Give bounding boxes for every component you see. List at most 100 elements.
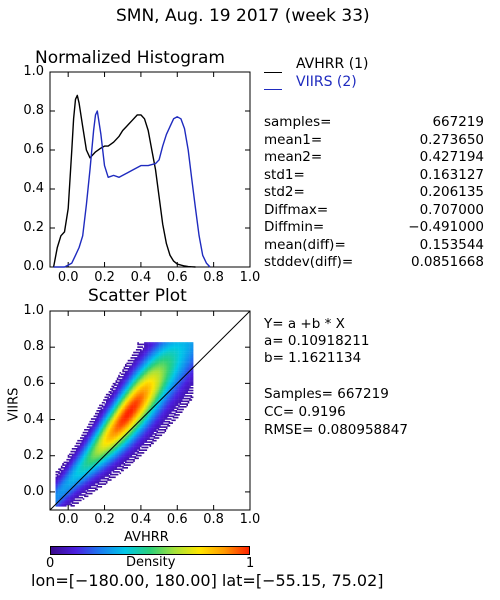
density-cell bbox=[152, 365, 154, 367]
density-cell bbox=[148, 416, 150, 419]
density-cell bbox=[126, 412, 128, 415]
density-cell bbox=[82, 458, 85, 461]
density-cell bbox=[111, 397, 113, 400]
density-cell bbox=[130, 408, 133, 411]
density-cell bbox=[103, 473, 105, 476]
density-cell bbox=[153, 391, 156, 393]
density-cell bbox=[96, 453, 98, 456]
density-cell bbox=[171, 395, 173, 397]
density-cell bbox=[130, 400, 133, 403]
density-cell bbox=[152, 433, 154, 435]
density-cell bbox=[112, 465, 115, 468]
density-cell bbox=[160, 380, 163, 382]
density-cell bbox=[155, 342, 157, 344]
density-cell bbox=[99, 483, 101, 485]
density-cell bbox=[58, 472, 60, 475]
density-cell bbox=[67, 494, 70, 496]
density-cell bbox=[99, 448, 101, 450]
density-cell bbox=[167, 374, 169, 377]
density-cell bbox=[123, 401, 126, 404]
density-cell bbox=[133, 404, 135, 407]
density-cell bbox=[165, 420, 168, 423]
density-cell bbox=[144, 370, 146, 373]
density-cell bbox=[110, 399, 112, 401]
density-cell bbox=[135, 435, 138, 438]
density-cell bbox=[115, 433, 118, 435]
density-cell bbox=[110, 435, 112, 438]
density-cell bbox=[119, 441, 122, 443]
density-cell bbox=[82, 431, 85, 434]
density-cell bbox=[119, 420, 122, 423]
density-cell bbox=[150, 438, 153, 441]
density-cell bbox=[163, 399, 165, 401]
density-cell bbox=[101, 439, 104, 442]
density-cell bbox=[160, 395, 163, 397]
density-cell bbox=[160, 420, 163, 423]
density-cell bbox=[66, 463, 68, 465]
density-cell bbox=[138, 442, 141, 445]
density-cell bbox=[118, 460, 120, 462]
density-cell bbox=[146, 372, 149, 374]
density-cell bbox=[85, 491, 88, 494]
density-cell bbox=[145, 429, 148, 431]
density-cell bbox=[107, 423, 109, 426]
density-cell bbox=[74, 494, 77, 496]
density-cell bbox=[150, 347, 153, 350]
density-cell bbox=[145, 419, 148, 422]
density-cell bbox=[170, 372, 172, 374]
density-cell bbox=[156, 392, 158, 394]
density-cell bbox=[107, 425, 109, 427]
density-cell bbox=[123, 460, 126, 462]
density-cell bbox=[103, 472, 105, 475]
density-cell bbox=[97, 477, 100, 480]
density-cell bbox=[82, 439, 85, 442]
density-cell bbox=[100, 431, 103, 434]
density-cell bbox=[66, 477, 68, 480]
density-cell bbox=[99, 415, 101, 418]
density-cell bbox=[148, 425, 150, 427]
density-cell bbox=[90, 464, 93, 466]
density-cell bbox=[141, 350, 143, 352]
density-cell bbox=[119, 372, 122, 374]
density-cell bbox=[163, 419, 165, 422]
density-cell bbox=[126, 427, 128, 430]
density-cell bbox=[141, 407, 143, 409]
density-cell bbox=[134, 361, 137, 363]
density-cell bbox=[146, 365, 149, 367]
density-cell bbox=[160, 365, 163, 367]
density-cell bbox=[74, 467, 77, 469]
density-cell bbox=[149, 362, 152, 365]
density-cell bbox=[141, 397, 143, 400]
density-cell bbox=[161, 406, 164, 408]
density-cell bbox=[165, 414, 168, 416]
density-cell bbox=[99, 467, 101, 469]
density-cell bbox=[164, 389, 167, 392]
density-cell bbox=[155, 377, 157, 380]
density-cell bbox=[59, 486, 62, 488]
density-cell bbox=[163, 391, 165, 393]
density-cell bbox=[89, 420, 92, 423]
density-cell bbox=[78, 475, 81, 477]
density-cell bbox=[167, 407, 169, 409]
density-cell bbox=[101, 472, 104, 475]
density-cell bbox=[99, 444, 101, 446]
density-cell bbox=[138, 404, 141, 407]
density-cell bbox=[73, 461, 75, 464]
density-cell bbox=[120, 435, 123, 438]
density-cell bbox=[157, 370, 160, 373]
density-cell bbox=[112, 467, 115, 469]
density-cell bbox=[138, 452, 141, 454]
density-cell bbox=[81, 452, 83, 454]
density-cell bbox=[163, 423, 165, 426]
density-cell bbox=[133, 429, 135, 431]
density-cell bbox=[155, 396, 157, 399]
density-cell bbox=[77, 487, 79, 489]
density-cell bbox=[85, 458, 88, 461]
density-cell bbox=[127, 408, 130, 411]
density-cell bbox=[148, 407, 150, 409]
density-cell bbox=[152, 343, 154, 346]
density-cell bbox=[78, 449, 81, 451]
density-cell bbox=[62, 505, 64, 507]
density-cell bbox=[135, 454, 138, 457]
density-cell bbox=[66, 471, 68, 473]
